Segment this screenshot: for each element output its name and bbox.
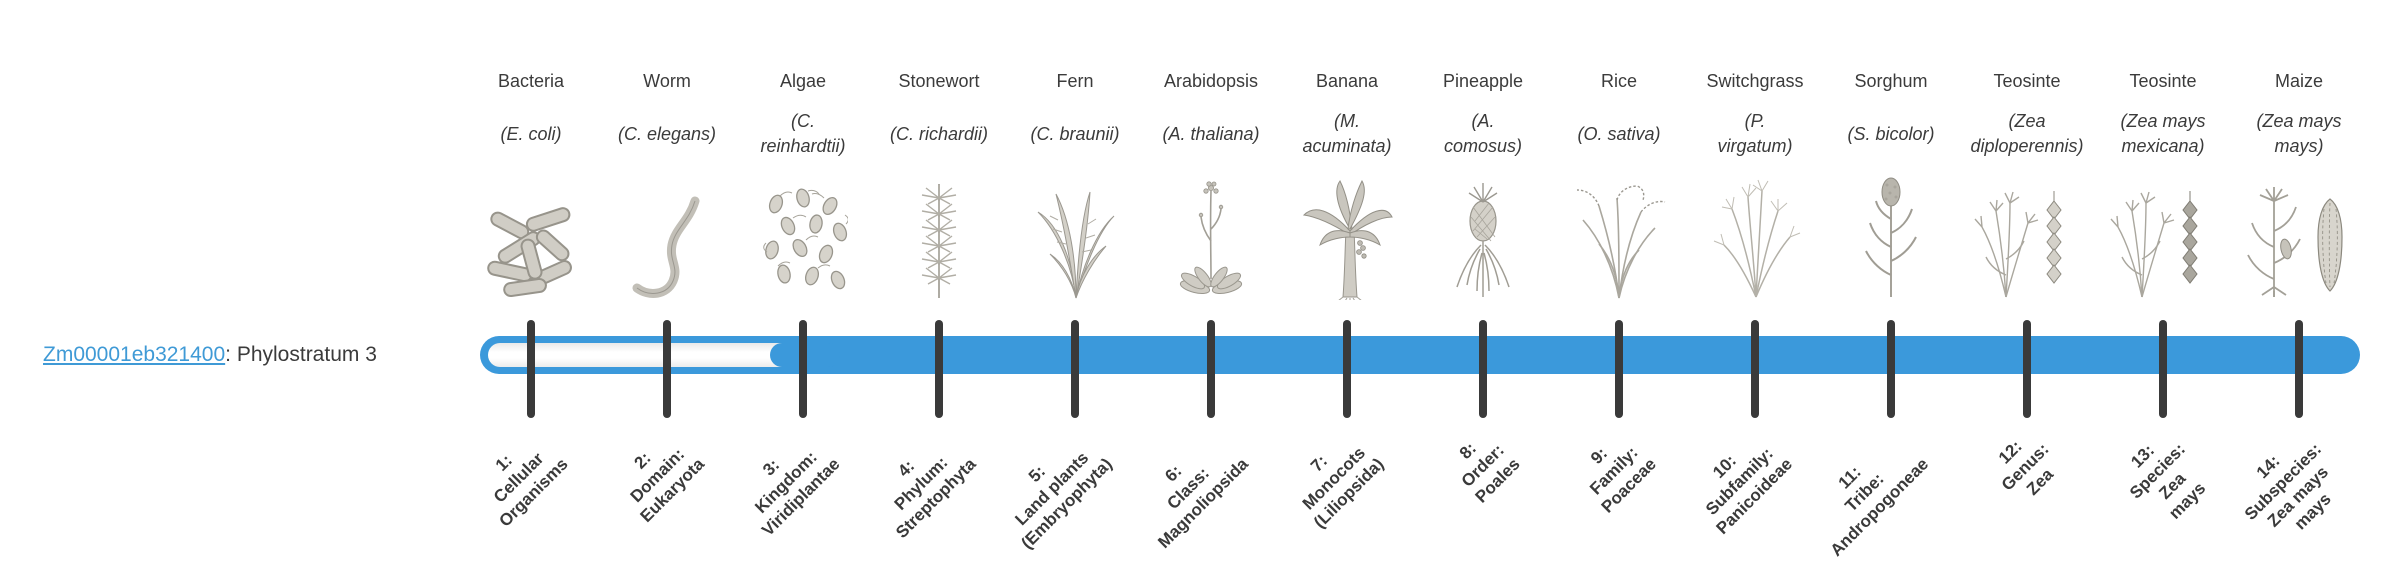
phylostratum-tick — [799, 320, 807, 418]
stonewort-illustration — [864, 170, 1014, 300]
phylostratum-tick — [1479, 320, 1487, 418]
phylostratum-tick — [2023, 320, 2031, 418]
species-name-label: (M. acuminata) — [1302, 111, 1392, 156]
common-name-label: Teosinte — [1993, 71, 2061, 91]
phylostratum-text: : Phylostratum 3 — [225, 343, 377, 366]
stratum-column-10: Switchgrass (P. virgatum) — [1680, 0, 1830, 580]
phylostratum-tick — [1207, 320, 1215, 418]
phylostratum-label: 5: Land plants (Embryophyta) — [1011, 448, 1116, 553]
sorghum-illustration — [1816, 170, 1966, 300]
gene-link[interactable]: Zm00001eb321400 — [43, 343, 226, 366]
species-name-label: (Zea mays mexicana) — [2120, 111, 2206, 156]
common-name-label: Teosinte — [2129, 71, 2197, 91]
phylostratum-tick — [1071, 320, 1079, 418]
fern-illustration — [1000, 170, 1150, 300]
phylostratum-label: 2: Domain: Eukaryota — [626, 444, 708, 526]
stratum-column-12: Teosinte (Zea diploperennis) — [1952, 0, 2102, 580]
species-name-label: (C. braunii) — [1030, 123, 1120, 144]
stratum-column-1: Bacteria (E. coli) 1: Cellular Organisms — [456, 0, 606, 580]
worm-illustration — [592, 170, 742, 300]
algae-illustration — [728, 170, 878, 300]
stratum-column-4: Stonewort (C. richardii) 4: Phylum: Stre… — [864, 0, 1014, 580]
species-name-label: (P. virgatum) — [1717, 111, 1793, 156]
phylostratum-label: 12: Genus: Zea — [1995, 436, 2058, 499]
stratum-column-3: Algae (C. reinhardtii) — [728, 0, 878, 580]
phylostratum-tick — [1751, 320, 1759, 418]
phylostratum-tick — [527, 320, 535, 418]
species-name-label: (S. bicolor) — [1847, 123, 1935, 144]
phylostratum-label: 9: Family: Poaceae — [1586, 442, 1660, 517]
phylostratum-label: 6: Class: Magnoliopsida — [1154, 454, 1252, 552]
phylostrata-bar — [480, 336, 2360, 374]
phylostratum-label: 11: Tribe: Andropogoneae — [1826, 454, 1932, 561]
common-name-label: Arabidopsis — [1163, 71, 1259, 91]
phylostratum-label: 7: Monocots (Liliopsida) — [1299, 443, 1388, 532]
phylostratum-tick — [1887, 320, 1895, 418]
gene-label: Zm00001eb321400: Phylostratum 3 — [43, 343, 377, 367]
species-name-label: (C. richardii) — [889, 123, 988, 144]
species-name-label: (Zea diploperennis) — [1970, 111, 2084, 156]
phylostratum-label: 10: Subfamily: Panicoideae — [1701, 443, 1796, 538]
stratum-column-6: Arabidopsis (A. thaliana) — [1136, 0, 1286, 580]
common-name-label: Maize — [2274, 71, 2323, 91]
banana-illustration — [1272, 170, 1422, 300]
stratum-column-11: Sorghum (S. bicolor) 11: Tribe: — [1816, 0, 1966, 580]
common-name-label: Switchgrass — [1706, 71, 1804, 91]
switchgrass-illustration — [1680, 170, 1830, 300]
phylostratum-tick — [663, 320, 671, 418]
phylostratum-label: 8: Order: Poales — [1455, 438, 1524, 507]
species-name-label: (O. sativa) — [1577, 123, 1661, 144]
bar-unfilled-track — [488, 343, 795, 367]
rice-illustration — [1544, 170, 1694, 300]
common-name-label: Pineapple — [1442, 71, 1524, 91]
common-name-label: Stonewort — [898, 71, 980, 91]
common-name-label: Banana — [1315, 71, 1379, 91]
stratum-column-8: Pineapple (A. comosus) — [1408, 0, 1558, 580]
stratum-column-9: Rice (O. sativa) — [1544, 0, 1694, 580]
species-name-label: (A. comosus) — [1443, 111, 1523, 156]
phylostratum-tick — [2295, 320, 2303, 418]
phylostratum-label: 4: Phylum: Streptophyta — [890, 452, 980, 542]
species-name-label: (A. thaliana) — [1162, 123, 1260, 144]
common-name-label: Sorghum — [1854, 71, 1928, 91]
phylostratum-tick — [935, 320, 943, 418]
stratum-column-5: Fern (C. braunii) 5: Land plants (Embryo… — [1000, 0, 1150, 580]
stratum-column-14: Maize (Zea mays mays) 14: Subspecies: Ze… — [2224, 0, 2374, 580]
species-name-label: (Zea mays mays) — [2256, 111, 2342, 156]
common-name-label: Algae — [779, 71, 827, 91]
common-name-label: Worm — [643, 71, 691, 91]
stratum-column-2: Worm (C. elegans) 2: Domain: Eukaryota — [592, 0, 742, 580]
stratum-column-13: Teosinte (Zea mays mexicana) — [2088, 0, 2238, 580]
stratum-column-7: Banana (M. acuminata) — [1272, 0, 1422, 580]
maize-illustration — [2224, 170, 2374, 300]
phylostratum-tick — [1343, 320, 1351, 418]
species-name-label: (C. reinhardtii) — [760, 111, 846, 156]
phylostratum-tick — [2159, 320, 2167, 418]
arabidopsis-illustration — [1136, 170, 1286, 300]
teosinte-illustration — [2088, 170, 2238, 300]
species-name-label: (C. elegans) — [617, 123, 717, 144]
common-name-label: Rice — [1600, 71, 1637, 91]
phylostratum-tick — [1615, 320, 1623, 418]
phylostratum-label: 13: Species: Zea mays — [2126, 439, 2210, 523]
phylostratum-label: 1: Cellular Organisms — [490, 448, 572, 531]
common-name-label: Bacteria — [497, 71, 565, 91]
phylostratum-label: 14: Subspecies: Zea mays mays — [2240, 439, 2335, 534]
phylostratum-label: 3: Kingdom: Viridiplantae — [751, 447, 844, 540]
pineapple-illustration — [1408, 170, 1558, 300]
species-name-label: (E. coli) — [500, 123, 562, 144]
bacteria-illustration — [456, 170, 606, 300]
teosinte-illustration — [1952, 170, 2102, 300]
common-name-label: Fern — [1056, 71, 1094, 91]
